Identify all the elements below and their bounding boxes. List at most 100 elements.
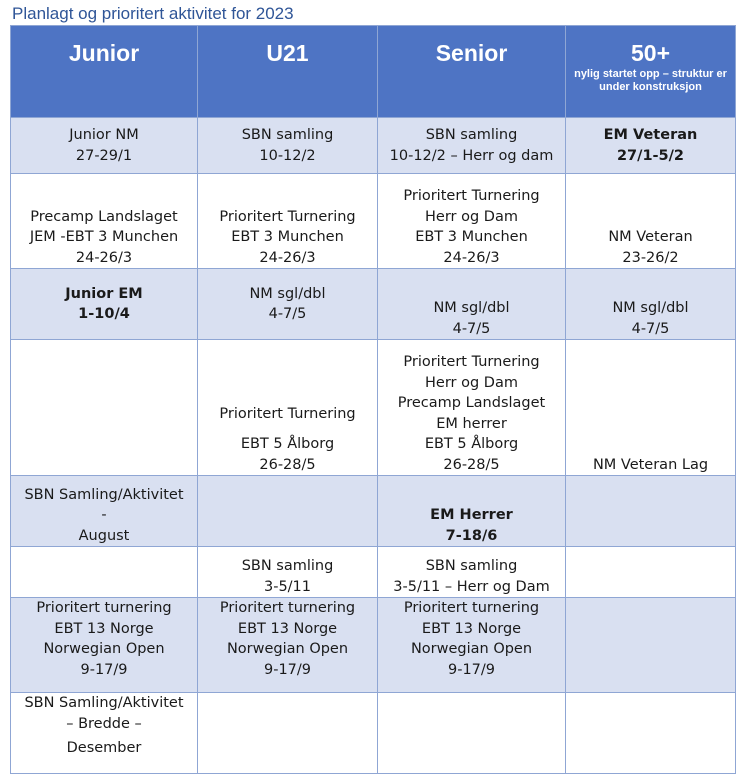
cell-text: SBN Samling/Aktivitet: [24, 486, 184, 503]
table-row: Junior EM 1-10/4 NM sgl/dbl 4-7/5 NM sgl…: [10, 268, 736, 340]
table-cell: EM Veteran 27/1-5/2: [565, 117, 736, 174]
cell-text: 3-5/11: [263, 578, 312, 595]
cell-text: 24-26/3: [75, 249, 133, 266]
cell-text: 7-18/6: [445, 527, 498, 544]
table-cell: SBN samling 10-12/2: [197, 117, 378, 174]
col-header-label: U21: [266, 40, 309, 66]
table-cell: Precamp Landslaget JEM -EBT 3 Munchen 24…: [10, 173, 198, 269]
cell-text: 4-7/5: [452, 320, 491, 337]
activity-table: Junior U21 Senior 50+ nylig startet opp …: [10, 25, 736, 774]
col-header-label: Senior: [435, 40, 508, 66]
cell-text: 1-10/4: [78, 306, 130, 322]
cell-text: -: [101, 507, 107, 523]
cell-text: NM sgl/dbl: [249, 285, 326, 302]
cell-text: EM herrer: [436, 415, 507, 432]
table-cell: SBN Samling/Aktivitet - August: [10, 475, 198, 547]
cell-text: JEM -EBT 3 Munchen: [29, 229, 179, 245]
table-row: Prioritert turnering EBT 13 Norge Norweg…: [10, 597, 736, 693]
table-cell: [197, 475, 378, 547]
cell-text: 3-5/11 – Herr og Dam: [393, 578, 550, 595]
cell-text: SBN samling: [241, 558, 334, 574]
table-cell: [10, 339, 198, 476]
col-header-senior: Senior: [377, 25, 566, 118]
cell-text: Prioritert Turnering: [219, 208, 356, 225]
cell-text: 27-29/1: [75, 147, 133, 164]
table-cell: Prioritert Turnering EBT 5 Ålborg 26-28/…: [197, 339, 378, 476]
col-header-label: 50+: [630, 40, 670, 66]
cell-text: EBT 5 Ålborg: [240, 436, 335, 452]
cell-text: 9-17/9: [263, 661, 312, 678]
cell-text: EM Herrer: [430, 507, 513, 523]
cell-text: Norwegian Open: [226, 641, 349, 657]
page-title: Planlagt og prioritert aktivitet for 202…: [12, 4, 294, 23]
cell-text: 26-28/5: [443, 456, 500, 473]
table-row: SBN Samling/Aktivitet – Bredde – Desembe…: [10, 692, 736, 774]
table-cell: SBN samling 10-12/2 – Herr og dam: [377, 117, 566, 174]
cell-text: Precamp Landslaget: [397, 395, 546, 411]
cell-text: EBT 5 Ålborg: [424, 436, 519, 452]
cell-text: 27/1-5/2: [616, 147, 685, 164]
cell-text: EM Veteran: [603, 127, 698, 143]
cell-text: NM sgl/dbl: [433, 300, 510, 316]
cell-text: NM Veteran Lag: [592, 456, 709, 473]
table-cell: [565, 597, 736, 693]
cell-text: NM sgl/dbl: [612, 300, 689, 316]
cell-text: 9-17/9: [80, 661, 128, 678]
table-cell: Prioritert Turnering Herr og Dam Precamp…: [377, 339, 566, 476]
cell-text: Junior EM: [65, 285, 143, 302]
cell-text: Prioritert Turnering: [403, 354, 540, 370]
cell-text: EBT 13 Norge: [237, 620, 338, 637]
table-cell: SBN samling 3-5/11: [197, 546, 378, 598]
cell-text: 26-28/5: [259, 456, 316, 473]
table-cell: [565, 692, 736, 774]
table-cell: [10, 546, 198, 598]
col-header-note: nylig startet opp – struktur er under ko…: [574, 68, 727, 93]
table-cell: NM sgl/dbl 4-7/5: [565, 268, 736, 340]
cell-text: Norwegian Open: [43, 641, 165, 657]
cell-text: SBN Samling/Aktivitet: [24, 695, 184, 711]
table-cell: Prioritert Turnering Herr og Dam EBT 3 M…: [377, 173, 566, 269]
table-cell: NM sgl/dbl 4-7/5: [197, 268, 378, 340]
table-cell: SBN Samling/Aktivitet – Bredde – Desembe…: [10, 692, 198, 774]
spacer: [202, 424, 373, 434]
table-cell: Junior NM 27-29/1: [10, 117, 198, 174]
table-cell: NM Veteran Lag: [565, 339, 736, 476]
cell-text: Herr og Dam: [425, 208, 518, 225]
cell-text: Precamp Landslaget: [30, 208, 178, 225]
table-cell: SBN samling 3-5/11 – Herr og Dam: [377, 546, 566, 598]
table-row: Prioritert Turnering EBT 5 Ålborg 26-28/…: [10, 339, 736, 476]
table-cell: [377, 692, 566, 774]
cell-text: 4-7/5: [631, 320, 670, 337]
cell-text: 9-17/9: [447, 661, 496, 678]
cell-text: EBT 3 Munchen: [231, 229, 344, 245]
table-cell: [565, 475, 736, 547]
table-cell: Prioritert turnering EBT 13 Norge Norweg…: [10, 597, 198, 693]
col-header-u21: U21: [197, 25, 378, 118]
cell-text: 10-12/2 – Herr og dam: [389, 147, 554, 164]
table-cell: NM sgl/dbl 4-7/5: [377, 268, 566, 340]
cell-text: Herr og Dam: [425, 374, 518, 391]
table-cell: EM Herrer 7-18/6: [377, 475, 566, 547]
table-cell: NM Veteran 23-26/2: [565, 173, 736, 269]
table-row: SBN Samling/Aktivitet - August EM Herrer…: [10, 475, 736, 547]
cell-text: NM Veteran: [608, 229, 693, 245]
cell-text: EBT 3 Munchen: [415, 229, 528, 245]
cell-text: SBN samling: [425, 558, 518, 574]
table-row: Junior NM 27-29/1 SBN samling 10-12/2 SB…: [10, 117, 736, 174]
cell-text: SBN samling: [425, 127, 518, 143]
cell-text: SBN samling: [241, 127, 334, 143]
table-cell: Prioritert turnering EBT 13 Norge Norweg…: [377, 597, 566, 693]
cell-text: 4-7/5: [268, 306, 307, 322]
cell-text: Norwegian Open: [410, 641, 533, 657]
cell-text: Prioritert turnering: [219, 600, 356, 616]
table-row: Precamp Landslaget JEM -EBT 3 Munchen 24…: [10, 173, 736, 269]
cell-text: EBT 13 Norge: [54, 620, 154, 637]
cell-text: 24-26/3: [259, 249, 316, 266]
cell-text: Prioritert Turnering: [403, 188, 540, 204]
cell-text: EBT 13 Norge: [421, 620, 522, 637]
table-row: SBN samling 3-5/11 SBN samling 3-5/11 – …: [10, 546, 736, 598]
col-header-50plus: 50+ nylig startet opp – struktur er unde…: [565, 25, 736, 118]
cell-text: 23-26/2: [622, 249, 679, 266]
table-cell: Prioritert turnering EBT 13 Norge Norweg…: [197, 597, 378, 693]
cell-text: – Bredde –: [66, 715, 142, 732]
